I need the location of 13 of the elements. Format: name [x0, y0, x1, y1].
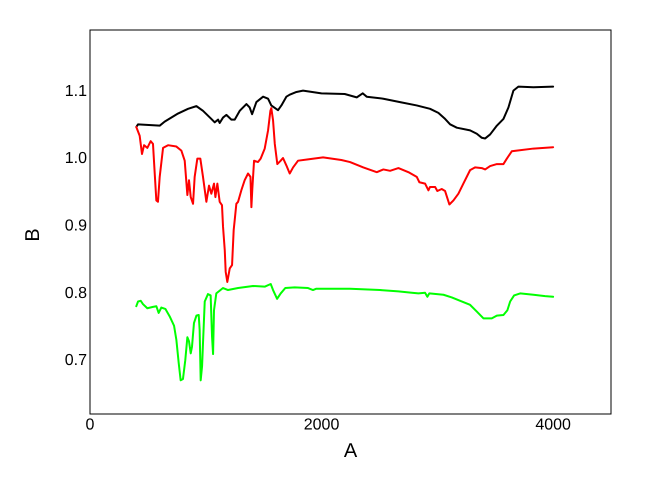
y-tick-label: 0.8: [64, 284, 88, 302]
line-series: [135, 86, 554, 140]
x-axis-title: A: [344, 440, 358, 462]
line-series: [135, 282, 554, 382]
x-tick-label: 2000: [304, 416, 340, 434]
line-series: [135, 107, 554, 283]
x-tick-label: 4000: [535, 416, 572, 434]
y-tick-label: 0.7: [64, 352, 88, 370]
x-tick-label: 0: [86, 416, 95, 434]
y-tick-label: 1.0: [64, 150, 88, 168]
y-tick-label: 1.1: [64, 82, 88, 100]
y-axis-title: B: [22, 228, 44, 242]
y-tick-label: 0.9: [64, 217, 88, 234]
